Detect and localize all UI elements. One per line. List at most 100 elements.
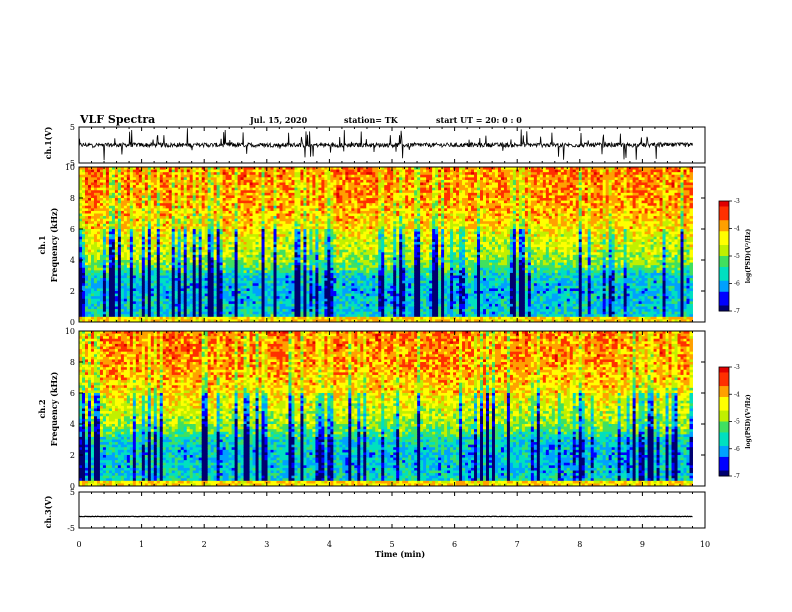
spectrogram-cell (174, 236, 179, 240)
spectrogram-cell (171, 319, 176, 323)
spectrogram-cell (79, 319, 83, 323)
spectrogram-cell (141, 316, 146, 320)
spectrogram-cell (168, 198, 173, 202)
spectrogram-cell (105, 221, 110, 225)
spectrogram-cell (96, 319, 101, 323)
spectrogram-cell (135, 298, 140, 302)
spectrogram-cell (111, 182, 116, 186)
spectrogram-cell (120, 311, 125, 315)
spectrogram-cell (105, 198, 110, 202)
spectrogram-cell (93, 234, 98, 238)
spectrogram-cell (81, 174, 86, 178)
spectrogram-cell (90, 218, 95, 222)
spectrogram-cell (144, 198, 149, 202)
spectrogram-cell (147, 309, 152, 313)
spectrogram-cell (156, 301, 161, 305)
spectrogram-cell (117, 213, 122, 217)
spectrogram-cell (114, 172, 119, 176)
spectrogram-cell (126, 265, 131, 269)
spectrogram-cell (108, 213, 113, 217)
spectrogram-cell (81, 167, 86, 171)
spectrogram-cell (144, 182, 149, 186)
spectrogram-cell (111, 229, 116, 233)
spectrogram-cell (132, 309, 137, 313)
spectrogram-cell (93, 311, 98, 315)
spectrogram-cell (144, 179, 149, 183)
spectrogram-cell (162, 288, 167, 292)
spectrogram-cell (81, 260, 86, 264)
spectrogram-cell (159, 301, 164, 305)
spectrogram-cell (81, 239, 86, 243)
spectrogram-cell (162, 314, 167, 318)
spectrogram-cell (90, 208, 95, 212)
spectrogram-cell (102, 303, 107, 307)
spectrogram-cell (129, 285, 134, 289)
spectrogram-cell (156, 174, 161, 178)
spectrogram-cell (126, 223, 131, 227)
spectrogram-cell (123, 167, 128, 171)
spectrogram-cell (96, 221, 101, 225)
spectrogram-cell (165, 311, 170, 315)
spectrogram-cell (180, 280, 185, 284)
spectrogram-cell (150, 283, 155, 287)
spectrogram-cell (129, 241, 134, 245)
spectrogram-cell (102, 254, 107, 258)
spectrogram-cell (114, 229, 119, 233)
spectrogram-cell (120, 190, 125, 194)
spectrogram-cell (87, 221, 92, 225)
spectrogram-cell (102, 234, 107, 238)
spectrogram-cell (111, 167, 116, 171)
spectrogram-cell (138, 213, 143, 217)
spectrogram-cell (147, 169, 152, 173)
spectrogram-cell (159, 231, 164, 235)
spectrogram-cell (123, 265, 128, 269)
spectrogram-cell (96, 216, 101, 220)
spectrogram-cell (177, 205, 182, 209)
spectrogram-cell (108, 252, 113, 256)
spectrogram-cell (147, 236, 152, 240)
spectrogram-cell (180, 262, 185, 266)
spectrogram-cell (168, 213, 173, 217)
spectrogram-cell (159, 203, 164, 207)
spectrogram-cell (159, 177, 164, 181)
spectrogram-cell (141, 314, 146, 318)
spectrogram-cell (174, 280, 179, 284)
spectrogram-cell (129, 260, 134, 264)
spectrogram-cell (168, 229, 173, 233)
spectrogram-cell (93, 241, 98, 245)
spectrogram-cell (150, 239, 155, 243)
spectrogram-cell (96, 223, 101, 227)
spectrogram-cell (120, 267, 125, 271)
spectrogram-cell (81, 236, 86, 240)
spectrogram-cell (144, 210, 149, 214)
spectrogram-cell (132, 267, 137, 271)
spectrogram-cell (114, 278, 119, 282)
spectrogram-cell (90, 296, 95, 300)
spectrogram-cell (144, 244, 149, 248)
spectrogram-cell (132, 280, 137, 284)
spectrogram-cell (144, 177, 149, 181)
spectrogram-cell (93, 221, 98, 225)
spectrogram-cell (111, 249, 116, 253)
spectrogram-cell (153, 169, 158, 173)
spectrogram-cell (114, 203, 119, 207)
spectrogram-cell (117, 174, 122, 178)
spectrogram-cell (135, 167, 140, 171)
spectrogram-cell (174, 298, 179, 302)
spectrogram-cell (153, 278, 158, 282)
spectrogram-cell (159, 288, 164, 292)
spectrogram-cell (165, 203, 170, 207)
spectrogram-cell (141, 198, 146, 202)
spectrogram-cell (87, 288, 92, 292)
spectrogram-cell (81, 275, 86, 279)
spectrogram-cell (117, 247, 122, 251)
spectrogram-cell (123, 210, 128, 214)
spectrogram-cell (87, 309, 92, 313)
spectrogram-cell (147, 231, 152, 235)
spectrogram-cell (147, 296, 152, 300)
spectrogram-cell (93, 174, 98, 178)
spectrogram-cell (138, 252, 143, 256)
spectrogram-cell (138, 319, 143, 323)
spectrogram-cell (117, 314, 122, 318)
spectrogram-cell (129, 272, 134, 276)
